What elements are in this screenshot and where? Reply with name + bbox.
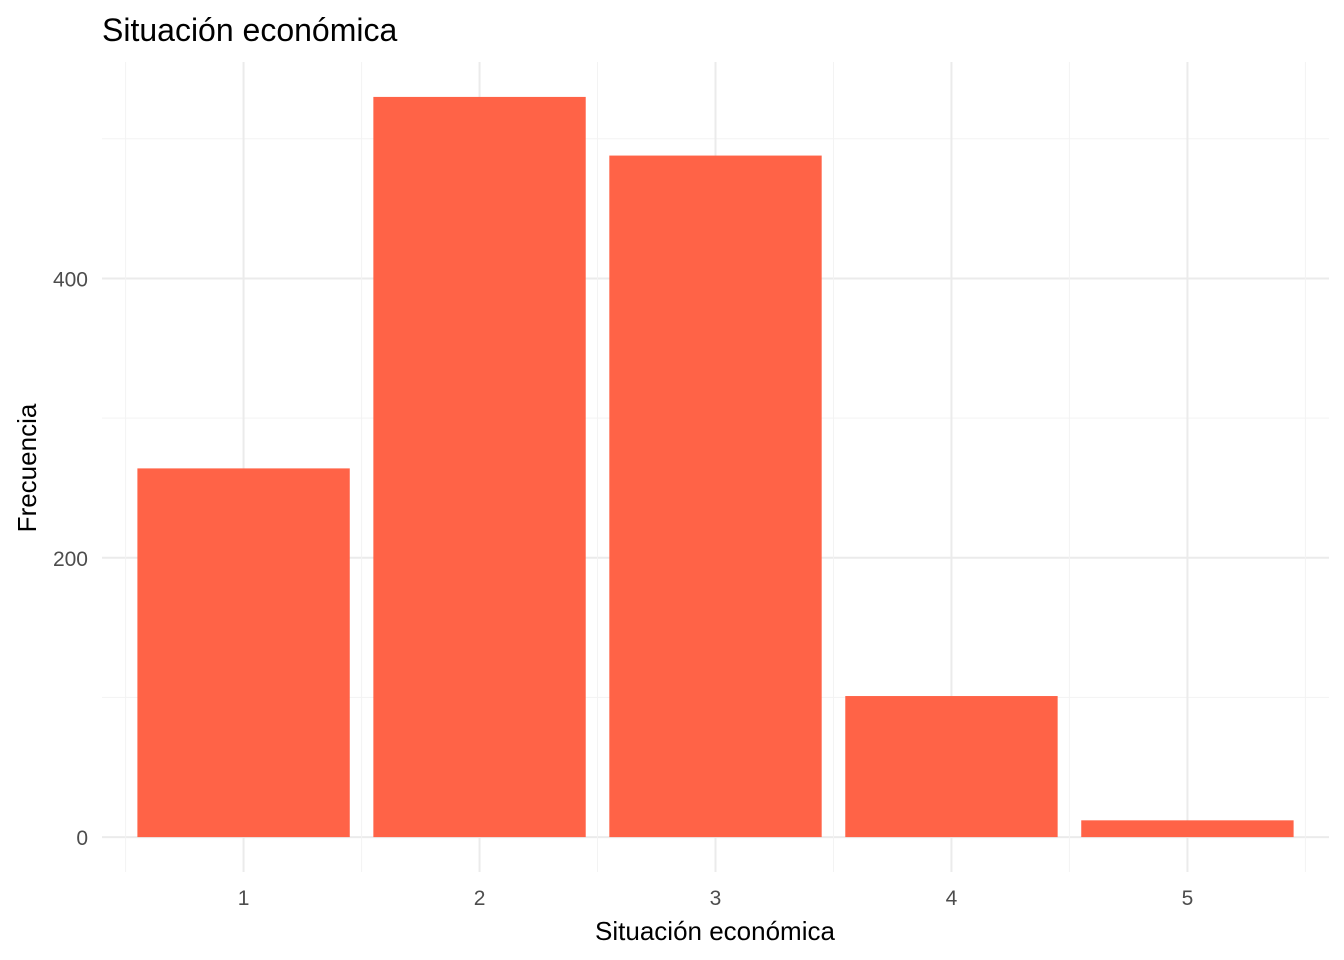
bar-1 [137, 468, 350, 838]
y-tick-label: 0 [76, 827, 88, 850]
bar-2 [373, 96, 586, 838]
y-tick-label: 200 [53, 548, 88, 571]
bars [137, 96, 1294, 838]
bar-3 [609, 155, 822, 838]
bar-5 [1081, 820, 1294, 838]
y-axis-tick-labels: 0 200 400 [53, 268, 88, 850]
x-tick-label: 3 [710, 887, 722, 910]
x-tick-label: 2 [474, 887, 486, 910]
x-tick-label: 4 [946, 887, 958, 910]
x-axis-tick-labels: 1 2 3 4 5 [238, 887, 1194, 910]
y-tick-label: 400 [53, 268, 88, 291]
y-axis-title: Frecuencia [12, 403, 42, 532]
x-tick-label: 1 [238, 887, 250, 910]
x-tick-label: 5 [1182, 887, 1194, 910]
chart-title: Situación económica [102, 12, 397, 48]
bar-4 [845, 696, 1058, 838]
x-axis-title: Situación económica [595, 916, 835, 946]
